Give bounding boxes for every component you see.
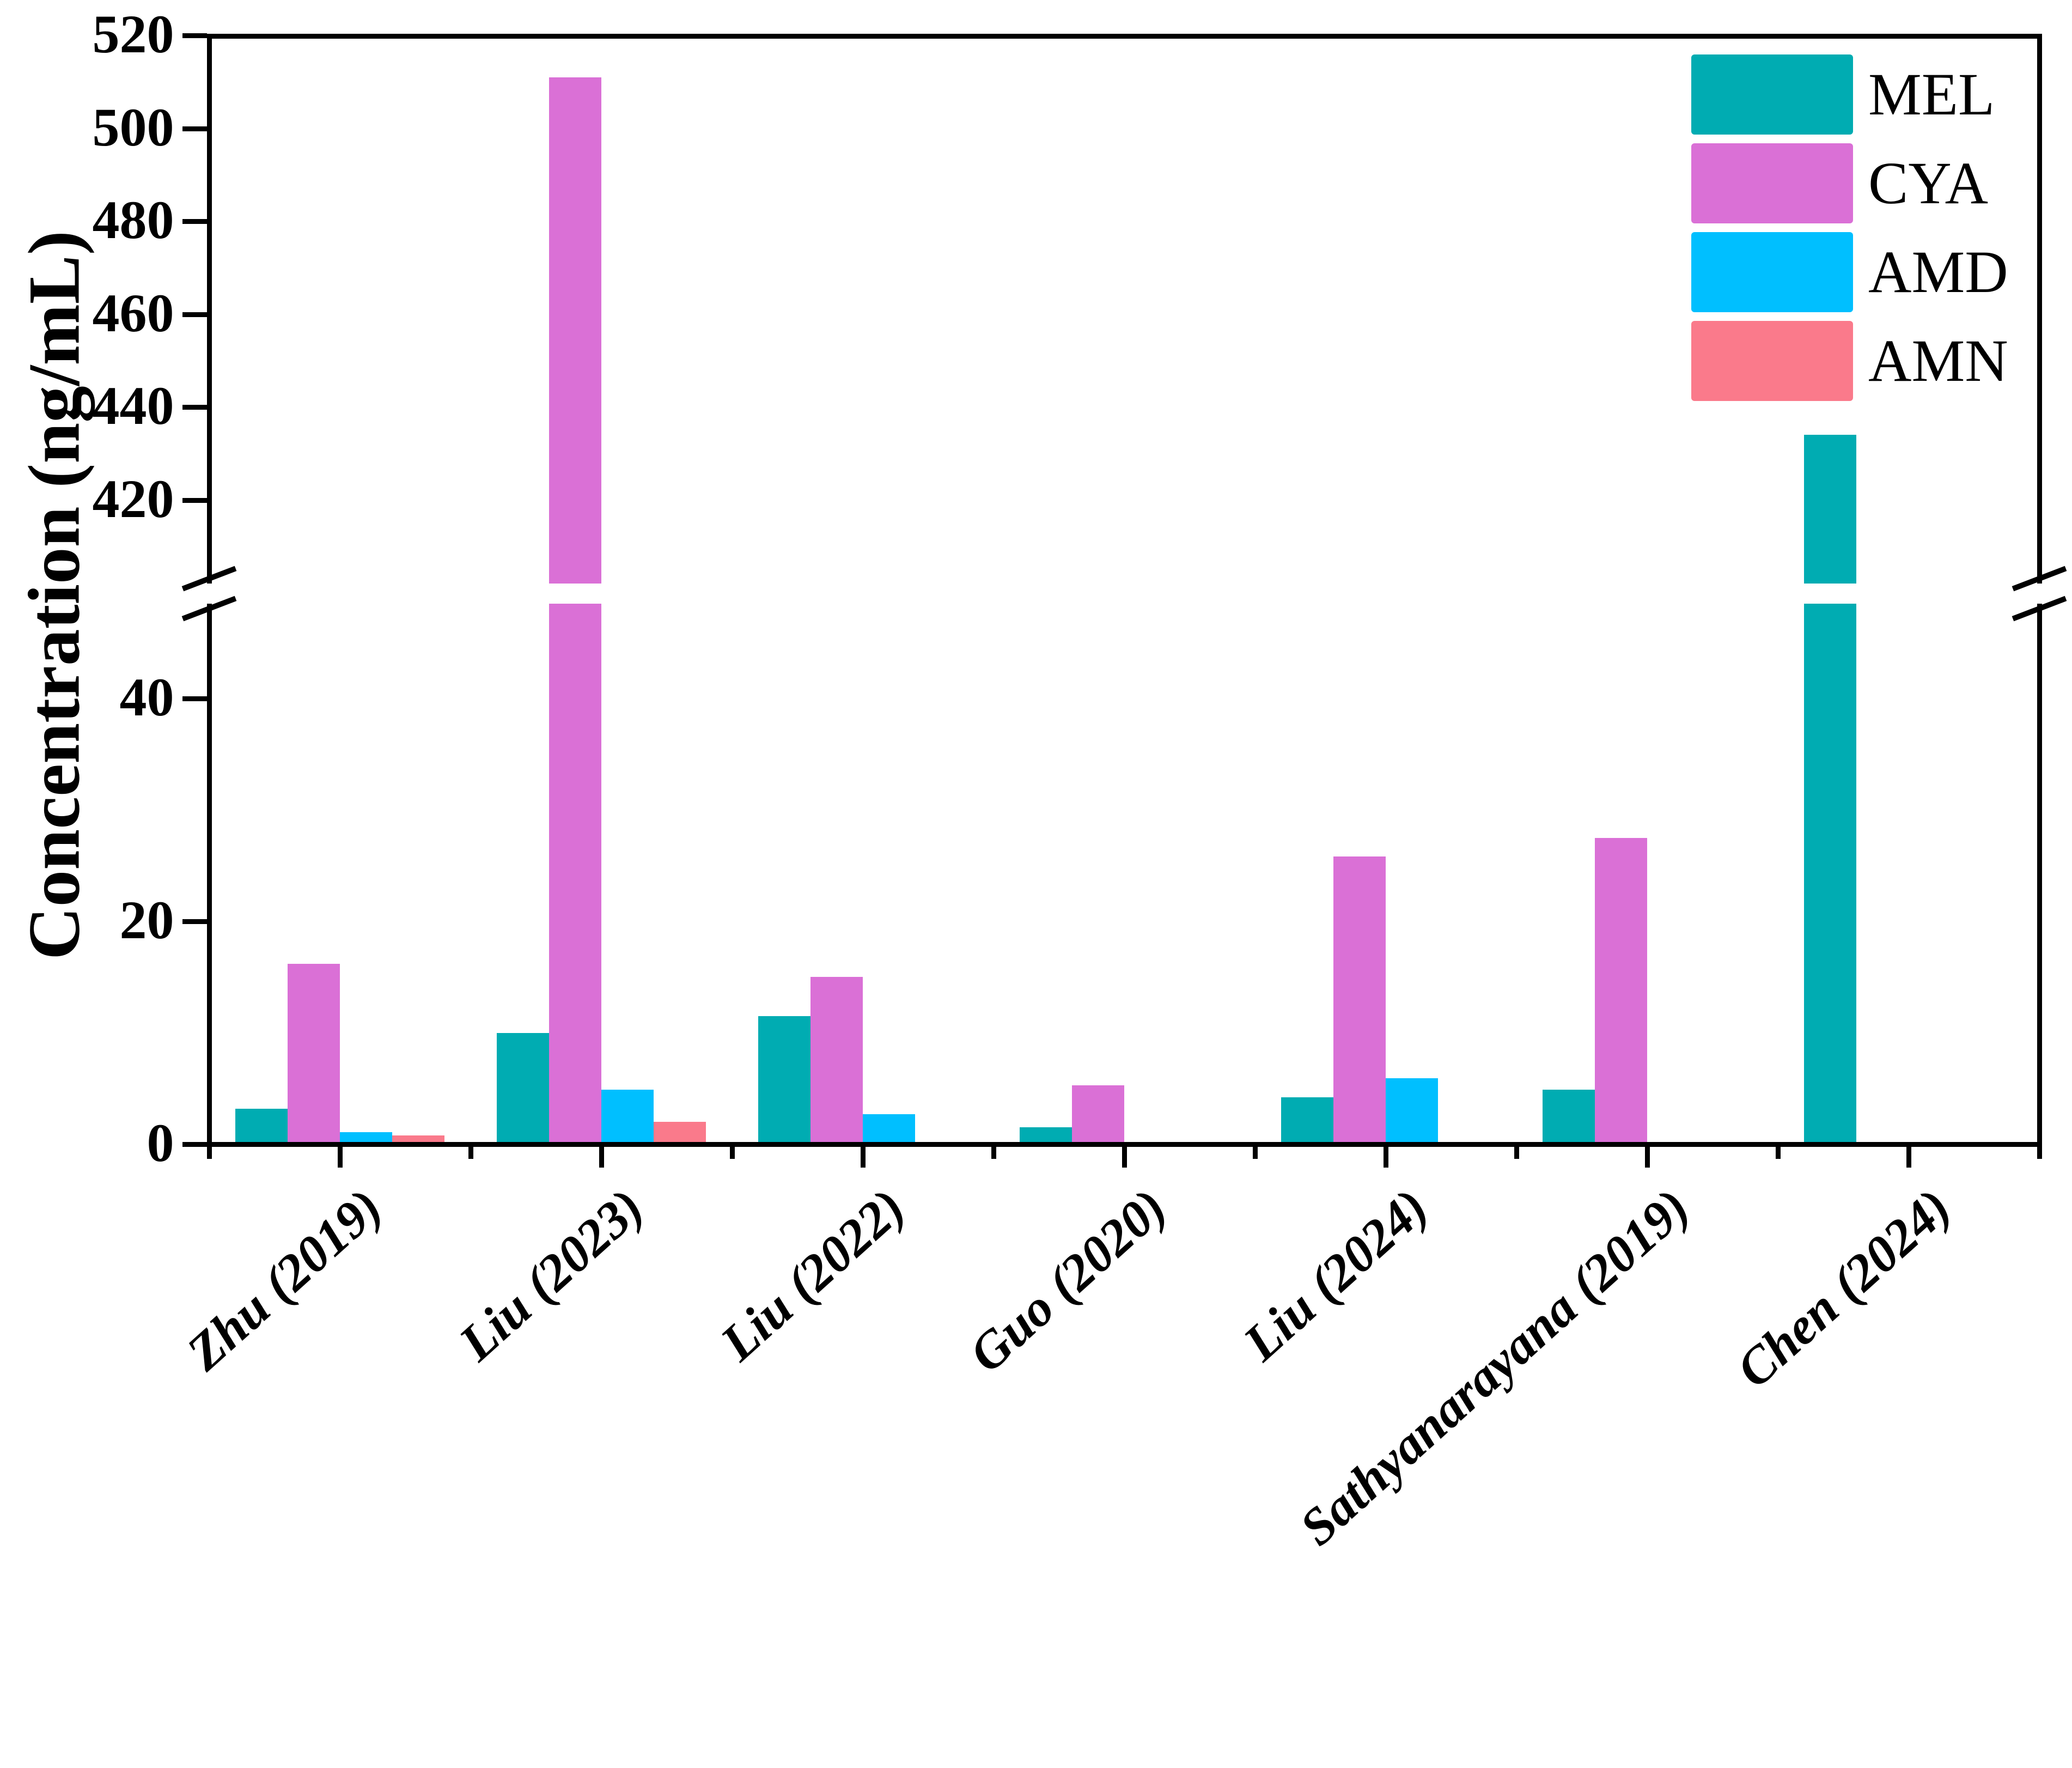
y-tick — [182, 1142, 207, 1147]
y-tick-label: 440 — [92, 375, 174, 436]
x-tick-major — [1906, 1146, 1911, 1168]
bar-MEL — [235, 1108, 288, 1146]
bar-MEL-upper — [1804, 435, 1856, 584]
legend-swatch-AMN — [1691, 321, 1853, 401]
bar-CYA — [1072, 1085, 1124, 1146]
y-tick — [182, 126, 207, 131]
x-axis-line — [206, 1141, 2042, 1147]
bar-MEL-lower — [1804, 604, 1856, 1146]
bar-CYA — [810, 977, 863, 1146]
bar-MEL — [1281, 1097, 1333, 1146]
y-tick-label: 520 — [92, 4, 174, 65]
plot-border-top — [206, 33, 2042, 39]
bar-CYA — [1595, 837, 1647, 1146]
x-tick-minor — [1252, 1146, 1258, 1159]
legend-swatch-AMD — [1691, 232, 1853, 312]
bar-MEL — [758, 1016, 810, 1146]
plot-border-right-upper — [2037, 33, 2042, 584]
x-tick-minor — [2037, 1146, 2042, 1159]
x-tick-major — [1383, 1146, 1388, 1168]
bar-MEL — [497, 1032, 549, 1146]
legend-label-AMN: AMN — [1868, 327, 2008, 394]
x-tick-major — [860, 1146, 866, 1168]
y-tick-label: 40 — [119, 667, 174, 727]
x-tick-minor — [206, 1146, 212, 1159]
y-tick-label: 500 — [92, 96, 174, 157]
x-tick-major — [599, 1146, 604, 1168]
bar-CYA-upper — [549, 77, 601, 584]
y-tick — [182, 696, 207, 701]
bar-AMD — [863, 1114, 915, 1146]
y-tick-label: 480 — [92, 190, 174, 251]
y-tick-label: 420 — [92, 468, 174, 529]
bar-chart: Concentration (ng/mL) 0 20 40 420 440 460 480 5… — [14, 4, 2067, 1557]
y-tick — [182, 219, 207, 224]
y-axis-line-upper — [206, 33, 212, 584]
x-tick-major — [337, 1146, 343, 1168]
y-tick — [182, 497, 207, 503]
bar-AMD — [601, 1089, 654, 1146]
legend-label-AMD: AMD — [1868, 239, 2008, 305]
y-axis-line-lower — [206, 604, 212, 1147]
y-tick — [182, 405, 207, 410]
x-tick-minor — [468, 1146, 473, 1159]
x-tick-minor — [729, 1146, 735, 1159]
bar-CYA-lower — [549, 604, 601, 1146]
x-tick-major — [1644, 1146, 1650, 1168]
bar-MEL — [1543, 1089, 1595, 1146]
legend-swatch-MEL — [1691, 54, 1853, 135]
bar-CYA — [288, 963, 340, 1146]
y-tick — [182, 33, 207, 39]
y-tick-label: 20 — [119, 890, 174, 950]
y-tick-label: 460 — [92, 282, 174, 343]
legend-label-CYA: CYA — [1868, 150, 1989, 216]
x-tick-minor — [991, 1146, 996, 1159]
plot-border-right-lower — [2037, 604, 2042, 1147]
bar-CYA — [1333, 856, 1386, 1146]
x-tick-minor — [1775, 1146, 1781, 1159]
x-tick-major — [1122, 1146, 1127, 1168]
y-tick-label: 0 — [147, 1113, 174, 1173]
bar-AMD — [1386, 1078, 1438, 1146]
x-tick-minor — [1514, 1146, 1519, 1159]
y-tick — [182, 919, 207, 924]
legend-label-MEL: MEL — [1868, 61, 1995, 127]
legend-swatch-CYA — [1691, 143, 1853, 223]
y-tick — [182, 312, 207, 317]
